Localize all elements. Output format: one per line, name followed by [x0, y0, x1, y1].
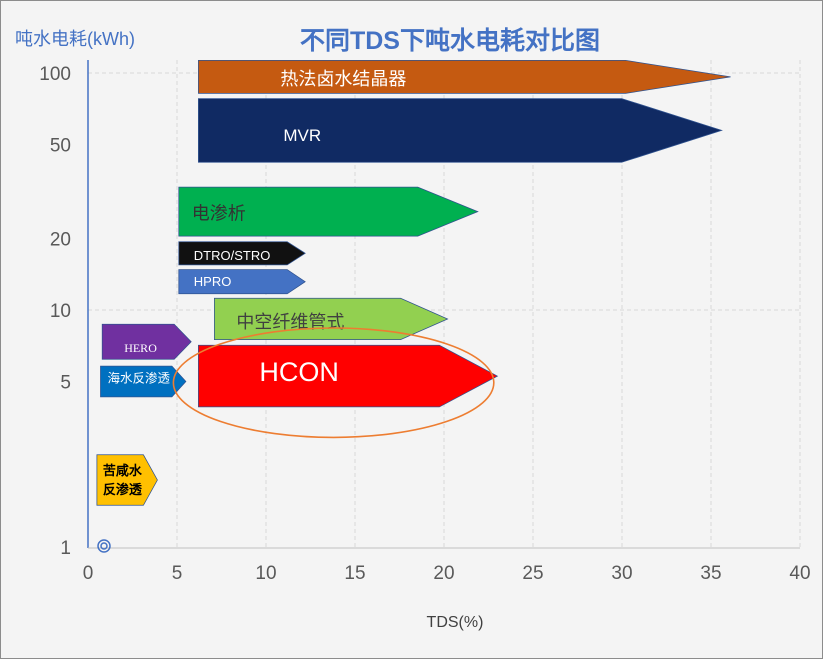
- y-tick-label: 5: [60, 372, 71, 393]
- arrow-label-brackish-water-ro: 反渗透: [103, 482, 142, 497]
- range-arrow-hero: [101, 323, 192, 360]
- y-tick-label: 1: [60, 538, 71, 559]
- x-tick-label: 5: [172, 563, 183, 584]
- arrow-label-dtro-stro: DTRO/STRO: [194, 248, 271, 263]
- x-tick-label: 35: [700, 563, 721, 584]
- range-arrow-seawater-ro: [100, 365, 187, 398]
- x-tick-label: 25: [522, 563, 543, 584]
- y-tick-label: 50: [50, 135, 71, 156]
- y-axis-title: 吨水电耗(kWh): [15, 29, 135, 49]
- range-arrow-electrodialysis: [178, 186, 479, 237]
- marker-inner-ring: [100, 542, 108, 550]
- x-tick-label: 0: [83, 563, 94, 584]
- arrow-label-thermal-brine-crystallizer: 热法卤水结晶器: [280, 69, 406, 89]
- range-arrow-hpro: [178, 269, 306, 295]
- double-circle-marker-icon: [97, 539, 111, 553]
- y-tick-label: 100: [39, 64, 71, 85]
- arrow-label-hollow-fiber-tubular: 中空纤维管式: [236, 312, 344, 332]
- x-tick-label: 40: [789, 563, 810, 584]
- x-tick-label: 30: [611, 563, 632, 584]
- arrow-label-electrodialysis: 电渗析: [192, 204, 246, 224]
- range-arrow-thermal-brine-crystallizer: [198, 60, 731, 94]
- marker-outer-ring: [97, 539, 111, 553]
- range-arrow-dtro-stro: [178, 241, 306, 266]
- y-tick-label: 10: [50, 301, 71, 322]
- arrow-label-hpro: HPRO: [194, 274, 232, 289]
- annotations: [97, 327, 495, 553]
- range-arrow-brackish-water-ro: [96, 454, 158, 506]
- range-arrow-mvr: [198, 98, 723, 163]
- arrow-labels: 热法卤水结晶器 MVR 电渗析 DTRO/STRO HPRO 中空纤维管式 HCON HERO…: [103, 69, 406, 497]
- x-tick-label: 15: [344, 563, 365, 584]
- chart-title: 不同TDS下吨水电耗对比图: [300, 27, 600, 55]
- hcon-highlight-ellipse: [172, 327, 495, 439]
- arrow-label-hero: HERO: [124, 341, 157, 355]
- range-arrow-hollow-fiber-tubular: [214, 297, 449, 340]
- range-arrow-hcon: [198, 344, 499, 408]
- arrow-label-brackish-water-ro: 苦咸水: [103, 463, 143, 478]
- arrow-label-seawater-ro: 海水反渗透: [108, 371, 171, 386]
- range-arrows: [96, 60, 731, 506]
- x-axis-title: TDS(%): [427, 614, 484, 631]
- arrow-label-hcon: HCON: [259, 357, 339, 387]
- x-tick-label: 10: [255, 563, 276, 584]
- y-tick-label: 20: [50, 230, 71, 251]
- x-tick-label: 20: [433, 563, 454, 584]
- arrow-label-mvr: MVR: [283, 126, 321, 145]
